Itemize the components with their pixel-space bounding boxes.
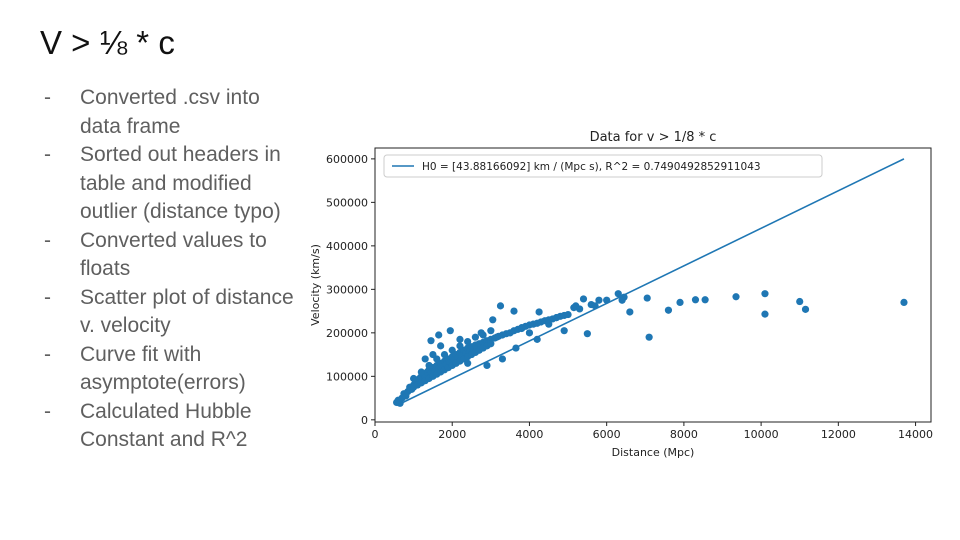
data-point [564,310,572,319]
bullet-item: - Sorted out headers in table and modifie… [44,141,304,227]
bullet-marker: - [44,228,51,252]
y-tick-label: 600000 [326,153,368,166]
data-point [429,350,437,359]
x-tick-label: 8000 [670,428,698,441]
y-tick-label: 300000 [326,283,368,296]
data-point [493,333,501,341]
data-point [498,355,507,363]
data-point [576,305,584,313]
data-point [614,290,622,298]
data-point [595,296,603,304]
plot-area: 0 2000 4000 6000 8000 10000 12000 14000 0 100000 2… [326,147,933,441]
data-point [518,324,526,333]
chart-svg: Data for v > 1/8 * c 0 2000 4000 6000 8000 10… [309,130,933,459]
data-point [440,350,449,359]
bullet-text: Calculated Hubble Constant and R^2 [80,399,252,452]
data-point [618,296,626,304]
legend-box [383,154,823,178]
data-point [425,361,433,370]
bullet-text: Converted .csv into data frame [80,86,260,138]
data-point [483,361,491,370]
data-point [456,335,464,343]
data-point [579,295,588,303]
bullet-item: - Converted values to floats [44,227,304,284]
bullet-text: Curve fit with asymptote(errors) [80,342,246,395]
y-tick-label: 400000 [326,240,368,253]
bullet-marker: - [44,342,51,366]
bullet-marker: - [44,143,51,166]
data-point [437,342,445,350]
data-point [645,333,653,341]
data-point [410,374,418,383]
data-point [761,310,769,318]
y-axis-label: Velocity (km/s) [309,244,322,326]
data-point [545,320,553,328]
data-point [535,308,543,316]
bullet-text: Scatter plot of distance v. velocity [80,285,294,338]
chart-title: Data for v > 1/8 * c [590,130,717,145]
x-axis-label: Distance (Mpc) [612,446,695,459]
scatter-chart: Data for v > 1/8 * c 0 2000 4000 6000 8000 10… [305,125,945,465]
data-point [471,333,479,341]
bullet-marker: - [44,285,51,309]
data-point [427,337,435,345]
bullet-item: - Calculated Hubble Constant and R^2 [44,398,304,455]
data-point [456,342,464,350]
legend-label: H0 = [43.88166092] km / (Mpc s), R^2 = 0… [422,161,761,173]
data-point [489,316,497,324]
bullet-item: - Converted .csv into data frame [44,84,304,141]
y-tick-label: 100000 [326,370,368,383]
fit-line [396,158,905,407]
data-point [525,329,534,337]
data-point [583,330,591,338]
data-point [496,302,505,310]
x-tick-label: 2000 [438,428,466,441]
y-tick-label: 0 [361,414,368,427]
data-point [487,340,495,348]
data-point [664,306,673,314]
bullet-item: - Curve fit with asymptote(errors) [44,341,304,398]
data-point [801,305,810,313]
plot-frame [374,147,932,423]
data-point [477,329,485,337]
bullet-item: - Scatter plot of distance v. velocity [44,284,304,341]
data-point [417,368,425,376]
data-point [732,293,740,301]
data-point [448,346,456,354]
data-point [691,296,700,304]
data-point [900,298,908,306]
x-tick-label: 0 [372,428,379,441]
data-point [626,308,634,316]
data-point [761,290,769,298]
data-point [560,327,568,335]
bullet-marker: - [44,399,51,423]
y-tick-label: 500000 [326,196,368,209]
data-point [464,359,472,367]
data-point [510,307,518,315]
x-tick-label: 14000 [898,428,933,441]
data-point [796,297,804,306]
x-tick-label: 4000 [515,428,543,441]
bullet-text: Sorted out headers in table and modified… [80,143,281,223]
data-point [435,331,443,339]
data-point [676,298,684,306]
slide-title: V > ⅛ * c [40,24,175,61]
data-point [487,327,495,335]
x-tick-label: 12000 [821,428,856,441]
y-tick-label: 200000 [326,327,368,340]
bullet-text: Converted values to floats [80,228,267,281]
data-point [446,327,454,335]
x-tick-label: 10000 [744,428,779,441]
bullet-list: - Converted .csv into data frame - Sorted … [44,84,304,455]
data-point [464,337,472,346]
data-point [421,355,429,363]
data-point [552,314,561,322]
data-point [643,294,651,302]
data-point [701,296,709,304]
bullet-marker: - [44,86,51,109]
x-tick-label: 6000 [593,428,621,441]
